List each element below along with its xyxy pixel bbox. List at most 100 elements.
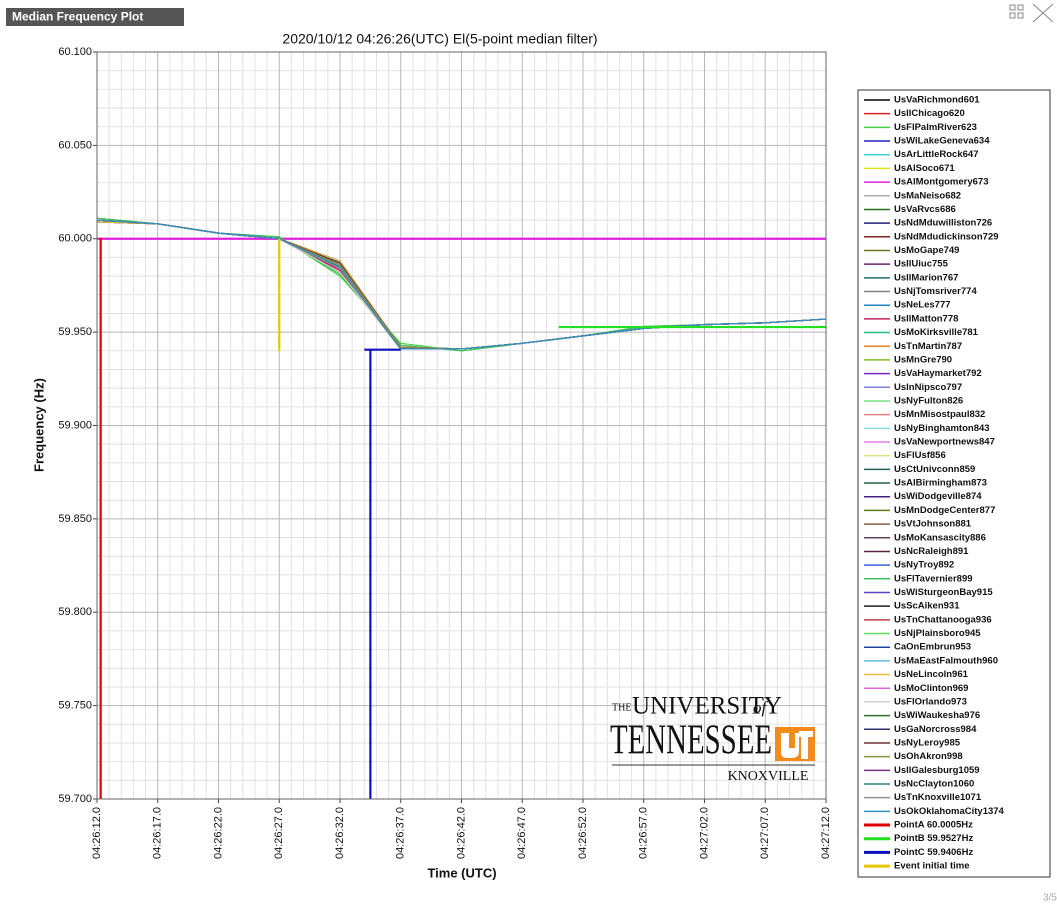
- panel-title: Median Frequency Plot: [12, 10, 143, 24]
- legend-label: UsNyLeroy985: [894, 737, 961, 748]
- logo-campus: KNOXVILLE: [728, 769, 809, 784]
- legend-label: UsNcClayton1060: [894, 779, 974, 790]
- legend-label: UsWiDodgeville874: [894, 491, 982, 502]
- legend-label: UsTnMartin787: [894, 341, 962, 352]
- legend-label: UsNjTomsriver774: [894, 286, 977, 297]
- legend-label: CaOnEmbrun953: [894, 642, 971, 653]
- logo-the: THE: [612, 702, 631, 713]
- plot-frame: [96, 51, 827, 800]
- x-tick-label: 04:27:07.0: [759, 807, 771, 859]
- y-tick-label: 60.050: [58, 139, 92, 151]
- legend-label: UsNyBinghamton843: [894, 423, 990, 434]
- legend-label: UsVaRichmond601: [894, 95, 980, 106]
- legend-label: UsMnMisostpaul832: [894, 409, 985, 420]
- logo-university: UNIVERSITY: [632, 693, 782, 720]
- legend-label: UsNyTroy892: [894, 560, 954, 571]
- x-tick-label: 04:26:17.0: [152, 807, 164, 859]
- grid: [93, 51, 827, 803]
- chart-title: 2020/10/12 04:26:26(UTC) El(5-point medi…: [282, 31, 597, 47]
- legend-label: UsFlPalmRiver623: [894, 122, 977, 133]
- legend-label: UsIlUiuc755: [894, 259, 949, 270]
- legend-label: UsFlOrlando973: [894, 696, 967, 707]
- legend-label: UsMnDodgeCenter877: [894, 505, 995, 516]
- x-tick-label: 04:26:57.0: [638, 807, 650, 859]
- legend-label: UsNeLincoln961: [894, 669, 969, 680]
- legend-label: Event initial time: [894, 861, 970, 872]
- legend-label: UsIlMatton778: [894, 313, 958, 324]
- legend-label: PointB 59.9527Hz: [894, 833, 973, 844]
- x-tick-label: 04:27:12.0: [820, 807, 832, 859]
- y-tick-label: 59.800: [58, 606, 92, 618]
- legend-label: UsMoKansascity886: [894, 532, 986, 543]
- legend-label: UsMnGre790: [894, 354, 952, 365]
- legend-label: UsWiSturgeonBay915: [894, 587, 993, 598]
- legend-label: UsVaNewportnews847: [894, 437, 995, 448]
- legend-label: UsAlSoco671: [894, 163, 955, 174]
- y-tick-label: 60.100: [58, 46, 92, 58]
- legend-label: UsNdMduwilliston726: [894, 218, 992, 229]
- legend-label: UsMoGape749: [894, 245, 959, 256]
- logo-of: of: [753, 698, 769, 717]
- y-tick-label: 59.700: [58, 793, 92, 805]
- legend-label: UsAlMontgomery673: [894, 177, 989, 188]
- legend-label: UsFlTavernier899: [894, 573, 973, 584]
- legend-label: UsVaHaymarket792: [894, 368, 982, 379]
- x-axis-label: Time (UTC): [427, 865, 496, 880]
- legend-label: UsInNipsco797: [894, 382, 962, 393]
- legend-label: UsNeLes777: [894, 300, 951, 311]
- legend-label: UsMaNeiso682: [894, 190, 961, 201]
- legend-label: UsScAiken931: [894, 601, 960, 612]
- legend-label: UsTnKnoxville1071: [894, 792, 982, 803]
- x-tick-label: 04:26:22.0: [212, 807, 224, 859]
- legend-label: UsVaRvcs686: [894, 204, 956, 215]
- legend-label: UsNjPlainsboro945: [894, 628, 981, 639]
- logo: THE UNIVERSITY of TENNESSEE KNOXVILLE: [610, 693, 815, 784]
- legend-label: UsMoClinton969: [894, 683, 968, 694]
- x-tick-label: 04:26:52.0: [577, 807, 589, 859]
- legend-label: UsOkOklahomaCity1374: [894, 806, 1005, 817]
- legend-label: UsIlGalesburg1059: [894, 765, 980, 776]
- x-tick-label: 04:26:32.0: [334, 807, 346, 859]
- legend-label: UsGaNorcross984: [894, 724, 977, 735]
- legend-label: UsWiWaukesha976: [894, 710, 980, 721]
- panel-title-badge: [6, 8, 184, 26]
- y-tick-label: 59.900: [58, 419, 92, 431]
- legend-label: UsAlBirmingham873: [894, 478, 987, 489]
- legend-label: PointC 59.9406Hz: [894, 847, 973, 858]
- x-tick-label: 04:26:12.0: [91, 807, 103, 859]
- legend-label: PointA 60.0005Hz: [894, 820, 973, 831]
- x-tick-label: 04:26:37.0: [395, 807, 407, 859]
- y-tick-label: 59.750: [58, 700, 92, 712]
- series-lines: [96, 217, 827, 799]
- legend-label: UsVtJohnson881: [894, 519, 972, 530]
- legend-label: UsNdMdudickinson729: [894, 231, 999, 242]
- legend: UsVaRichmond601 UsIlChicago620 UsFlPalmRiv…: [864, 95, 1005, 872]
- legend-label: UsCtUnivconn859: [894, 464, 975, 475]
- y-tick-label: 59.850: [58, 513, 92, 525]
- legend-label: UsNyFulton826: [894, 395, 963, 406]
- y-axis-label: Frequency (Hz): [31, 378, 46, 472]
- legend-label: UsIlChicago620: [894, 108, 965, 119]
- x-tick-label: 04:26:47.0: [516, 807, 528, 859]
- legend-label: UsTnChattanooga936: [894, 614, 992, 625]
- y-tick-label: 59.950: [58, 326, 92, 338]
- legend-label: UsArLittleRock647: [894, 149, 978, 160]
- legend-label: UsOhAkron998: [894, 751, 963, 762]
- x-tick-label: 04:27:02.0: [698, 807, 710, 859]
- logo-state: TENNESSEE: [610, 718, 772, 764]
- legend-label: UsNcRaleigh891: [894, 546, 969, 557]
- legend-label: UsFlUsf856: [894, 450, 946, 461]
- window-controls[interactable]: [1009, 3, 1054, 23]
- x-tick-label: 04:26:27.0: [273, 807, 285, 859]
- legend-label: UsIlMarion767: [894, 272, 958, 283]
- logo-ut-mark: [781, 731, 813, 759]
- legend-label: UsMaEastFalmouth960: [894, 655, 998, 666]
- x-tick-label: 04:26:42.0: [455, 807, 467, 859]
- page-indicator: 3/5: [1043, 893, 1057, 904]
- legend-label: UsWiLakeGeneva634: [894, 136, 990, 147]
- series-line: [96, 219, 827, 350]
- y-tick-label: 60.000: [58, 233, 92, 245]
- series-line: [364, 348, 401, 799]
